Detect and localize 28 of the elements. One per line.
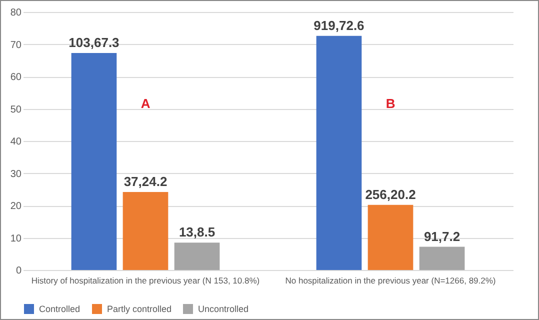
legend-label: Controlled — [39, 304, 80, 314]
y-tick-label: 80 — [10, 8, 22, 18]
y-tick-label: 50 — [10, 104, 22, 116]
y-tick-label: 60 — [10, 72, 22, 83]
data-label: 919,72.6 — [314, 18, 364, 33]
legend-label: Uncontrolled — [198, 304, 249, 314]
bar — [419, 246, 465, 270]
bar — [122, 192, 168, 270]
data-label: 37,24.2 — [124, 174, 168, 189]
annotation: B — [386, 96, 396, 111]
y-tick-label: 10 — [10, 233, 22, 244]
y-tick-label: 20 — [10, 201, 22, 212]
x-tick-label: History of hospitalization in the previous year (N 153, 10.8%) — [31, 276, 260, 286]
data-label: 13,8.5 — [178, 224, 216, 240]
x-tick-label: No hospitalization in the previous year (N=1266, 89.2%) — [285, 276, 496, 286]
y-tick-label: 70 — [10, 40, 22, 51]
annotation: A — [140, 96, 151, 111]
bar — [316, 36, 362, 270]
data-label: 256,20.2 — [365, 186, 416, 202]
data-label: 91,7.2 — [424, 228, 460, 244]
data-label: 103,67.3 — [68, 34, 120, 50]
y-tick-label: 40 — [10, 136, 22, 148]
bar — [71, 52, 117, 270]
y-tick-label: 0 — [16, 266, 22, 276]
bar — [368, 204, 414, 270]
legend-label: Partly controlled — [107, 304, 172, 314]
bar — [174, 242, 220, 270]
y-tick-label: 30 — [10, 168, 22, 180]
